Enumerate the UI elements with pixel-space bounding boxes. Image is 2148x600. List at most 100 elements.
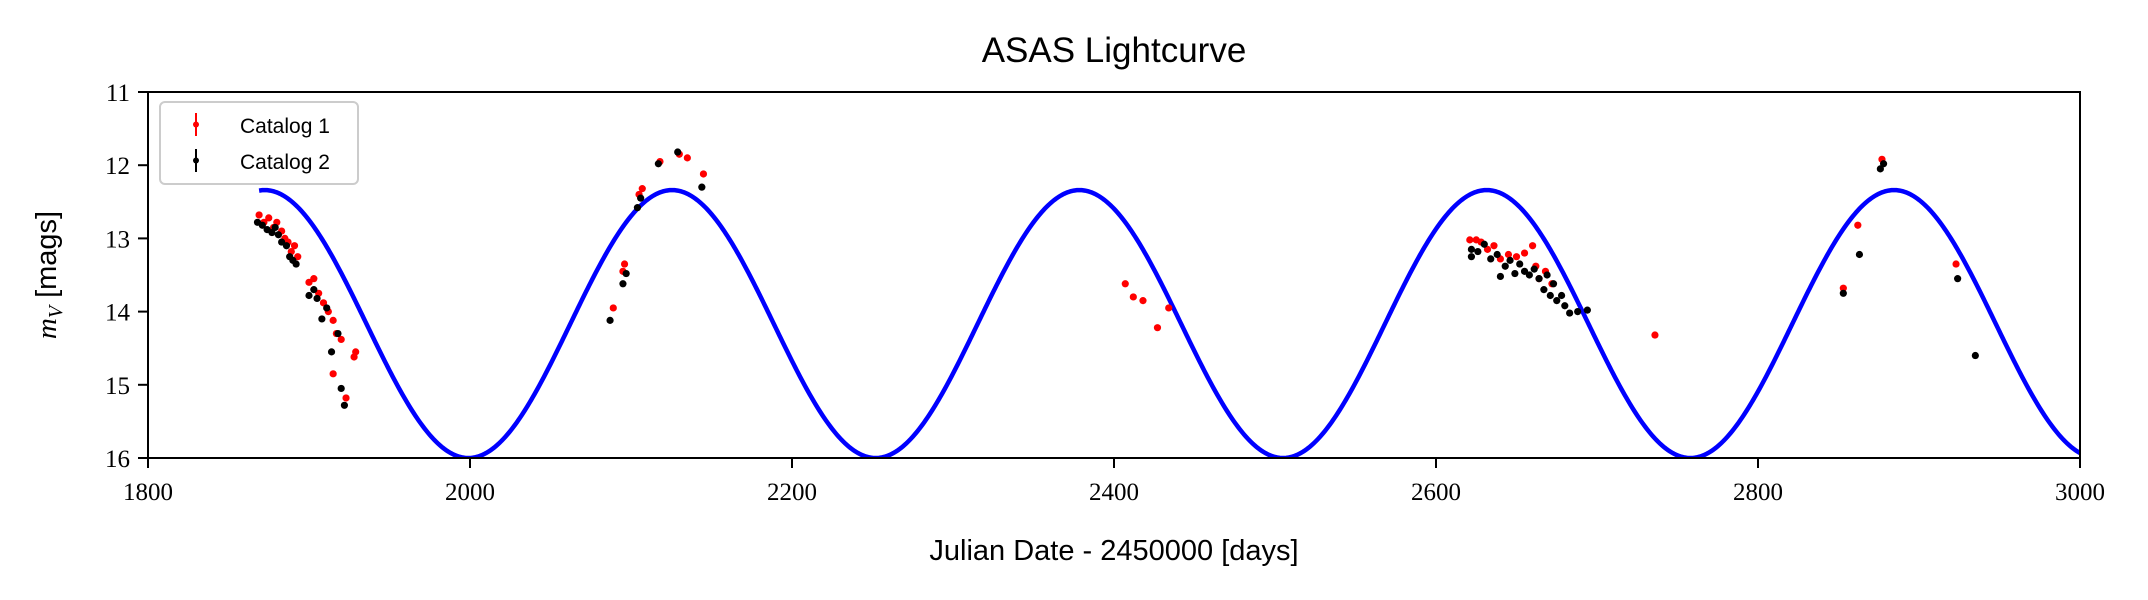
x-tick-label: 2400 xyxy=(1089,479,1139,506)
y-tick-label: 11 xyxy=(106,80,130,107)
data-point xyxy=(1535,275,1543,283)
data-point xyxy=(654,160,662,168)
data-point xyxy=(1466,236,1474,244)
y-tick-label: 15 xyxy=(105,373,130,400)
data-point xyxy=(1574,308,1582,316)
data-point xyxy=(310,286,318,294)
data-point xyxy=(1474,247,1482,256)
data-point xyxy=(1504,250,1513,259)
legend-marker-catalog-2 xyxy=(193,149,199,172)
x-tick-label: 1800 xyxy=(123,479,173,506)
data-point xyxy=(638,185,646,193)
y-tick-label: 12 xyxy=(105,153,130,180)
series-2-points xyxy=(253,148,1979,409)
data-point xyxy=(1557,291,1566,300)
data-point xyxy=(334,329,342,338)
x-tick-label: 2800 xyxy=(1733,479,1783,506)
data-point xyxy=(255,211,263,219)
data-point xyxy=(329,370,337,378)
data-point xyxy=(1839,284,1847,292)
data-point xyxy=(1129,293,1137,301)
data-point xyxy=(1121,280,1129,288)
data-point xyxy=(1583,306,1591,314)
data-point xyxy=(268,228,276,237)
data-point xyxy=(305,291,313,300)
data-point xyxy=(1543,271,1551,279)
x-tick-label: 2600 xyxy=(1411,479,1461,506)
plot-frame xyxy=(147,91,2081,459)
y-axis-label: mV [mags] xyxy=(31,211,67,339)
x-axis: 1800 2000 2200 2400 2600 2800 3000 xyxy=(123,458,2105,506)
data-point xyxy=(606,316,614,324)
x-tick-label: 2000 xyxy=(445,479,495,506)
y-axis-label-unit: [mags] xyxy=(31,211,63,298)
data-point xyxy=(1839,289,1847,297)
data-point xyxy=(637,194,645,202)
data-point xyxy=(319,299,328,307)
y-axis-label-symbol: m xyxy=(31,318,63,339)
data-point xyxy=(1139,297,1147,305)
legend-label-catalog-2: Catalog 2 xyxy=(240,151,330,174)
data-point xyxy=(1546,291,1554,300)
data-point xyxy=(1854,221,1862,229)
data-point xyxy=(1954,275,1962,283)
data-point xyxy=(1493,250,1501,259)
data-point xyxy=(1467,245,1476,253)
data-point xyxy=(1525,271,1533,279)
legend: Catalog 1 Catalog 2 xyxy=(159,101,359,185)
data-point xyxy=(1516,260,1524,268)
data-point xyxy=(271,223,279,232)
data-point xyxy=(1153,324,1162,332)
data-point xyxy=(1501,262,1509,270)
data-point xyxy=(292,260,300,268)
data-point xyxy=(683,154,691,162)
data-point xyxy=(699,170,708,178)
data-point xyxy=(1855,250,1864,259)
legend-marker-catalog-1 xyxy=(193,113,199,136)
data-point xyxy=(1520,249,1529,257)
data-point xyxy=(1561,302,1569,310)
data-point xyxy=(1487,255,1495,263)
data-point xyxy=(1879,160,1888,168)
data-point xyxy=(619,280,627,288)
data-point xyxy=(1511,269,1519,278)
data-point xyxy=(323,304,331,312)
data-point xyxy=(674,148,682,156)
data-point xyxy=(1553,297,1561,305)
data-point xyxy=(265,214,273,222)
data-point xyxy=(1549,280,1558,288)
data-point xyxy=(1566,309,1574,317)
data-point xyxy=(352,348,360,356)
x-tick-label: 2200 xyxy=(767,479,817,506)
data-point xyxy=(1651,331,1659,339)
chart-title: ASAS Lightcurve xyxy=(982,31,1247,70)
data-point xyxy=(633,204,642,212)
y-axis: 11 12 13 14 15 16 xyxy=(105,80,148,473)
data-point xyxy=(318,315,326,323)
data-points xyxy=(253,148,1979,409)
data-point xyxy=(337,384,345,393)
data-point xyxy=(337,335,345,344)
data-point xyxy=(327,348,336,356)
data-point xyxy=(1165,304,1173,312)
series-1-points xyxy=(255,150,1960,402)
data-point xyxy=(1506,256,1514,264)
y-axis-label-subscript: V xyxy=(45,303,67,318)
data-point xyxy=(1512,253,1521,261)
x-tick-label: 3000 xyxy=(2055,479,2105,506)
data-point xyxy=(1530,265,1538,273)
data-point xyxy=(313,294,321,303)
data-point xyxy=(698,183,706,191)
data-point xyxy=(609,304,617,312)
data-point xyxy=(1876,165,1884,173)
data-point xyxy=(274,231,283,239)
data-point xyxy=(340,401,349,409)
model-curve-layer xyxy=(258,187,2080,458)
data-point xyxy=(310,275,318,283)
x-axis-label: Julian Date - 2450000 [days] xyxy=(929,535,1298,567)
y-tick-label: 13 xyxy=(105,226,130,253)
data-point xyxy=(282,242,291,250)
data-point xyxy=(1540,286,1548,294)
data-point xyxy=(258,221,266,229)
